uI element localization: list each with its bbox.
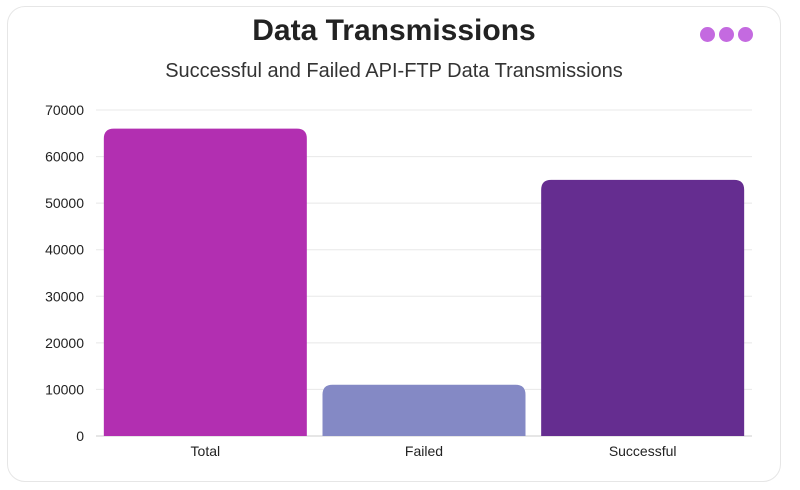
more-options-button[interactable]: [700, 27, 756, 43]
bar-failed: [322, 384, 526, 436]
bar-successful: [541, 179, 745, 436]
y-tick-label: 60000: [45, 149, 84, 165]
more-dots-icon: [738, 27, 753, 42]
y-tick-label: 50000: [45, 195, 84, 211]
chart-subtitle: Successful and Failed API-FTP Data Trans…: [165, 60, 623, 82]
more-dots-icon: [719, 27, 734, 42]
chart-title: Data Transmissions: [252, 14, 536, 47]
y-tick-label: 70000: [45, 102, 84, 118]
more-dots-icon: [700, 27, 715, 42]
x-tick-label: Total: [191, 443, 221, 459]
x-tick-label: Failed: [405, 443, 443, 459]
bar-total: [103, 128, 307, 436]
y-tick-label: 10000: [45, 381, 84, 397]
y-tick-label: 0: [76, 428, 84, 444]
y-tick-label: 20000: [45, 335, 84, 351]
x-tick-label: Successful: [609, 443, 677, 459]
y-tick-label: 40000: [45, 242, 84, 258]
y-tick-label: 30000: [45, 288, 84, 304]
